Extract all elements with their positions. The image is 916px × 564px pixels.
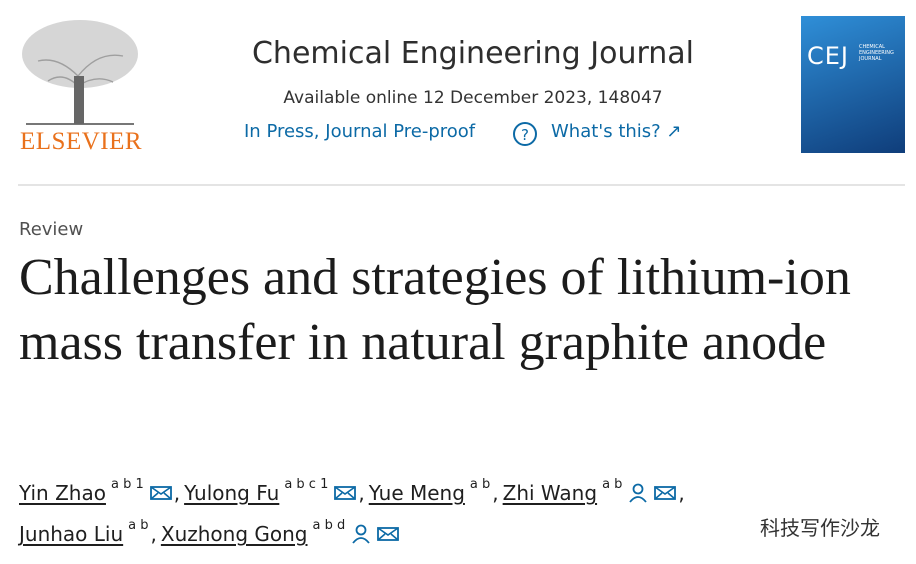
- help-icon[interactable]: ?: [512, 121, 538, 147]
- elsevier-logo: [22, 20, 138, 125]
- author-name[interactable]: Yue Meng: [368, 481, 465, 505]
- cover-name: CHEMICAL ENGINEERING JOURNAL: [859, 44, 894, 62]
- author-name[interactable]: Yulong Fu: [184, 481, 280, 505]
- author-name[interactable]: Xuzhong Gong: [160, 522, 308, 546]
- help-link[interactable]: What's this? ↗: [551, 121, 682, 142]
- author-affiliation[interactable]: a b: [602, 476, 623, 492]
- separator: ,: [492, 481, 499, 505]
- divider: [18, 184, 905, 186]
- availability: Available online 12 December 2023, 14804…: [283, 88, 663, 108]
- author-row: Yin Zhao a b 1, Yulong Fu a b c 1, Yue Meng a…: [19, 477, 689, 506]
- separator: ,: [678, 481, 685, 505]
- article-title: Challenges and strategies of lithium-ion…: [19, 249, 851, 371]
- author-name[interactable]: Yin Zhao: [19, 481, 106, 505]
- cover[interactable]: CEJ CHEMICAL ENGINEERING JOURNAL: [801, 16, 905, 153]
- author-affiliation[interactable]: a b: [469, 476, 491, 492]
- email-icon[interactable]: [334, 485, 357, 501]
- author-affiliation[interactable]: a b: [128, 517, 149, 533]
- cover-abbrev: CEJ: [807, 42, 849, 70]
- author-affiliation[interactable]: a b 1: [110, 476, 144, 492]
- author-affiliation[interactable]: a b c 1: [284, 476, 329, 492]
- publisher: ELSEVIER: [20, 128, 143, 155]
- email-icon[interactable]: [149, 485, 172, 501]
- author-name[interactable]: Zhi Wang: [502, 481, 598, 505]
- person-icon[interactable]: [628, 483, 648, 503]
- journal-title[interactable]: Chemical Engineering Journal: [251, 36, 695, 71]
- separator: ,: [358, 481, 365, 505]
- watermark: 科技写作沙龙: [760, 516, 880, 540]
- author-row: Junhao Liu a b, Xuzhong Gong a b d: [19, 518, 400, 546]
- help-text[interactable]: What's this?: [551, 121, 661, 142]
- author-affiliation[interactable]: a b d: [312, 517, 346, 533]
- separator: ,: [150, 522, 157, 546]
- status[interactable]: In Press, Journal Pre-proof: [244, 121, 476, 142]
- article-type: Review: [19, 219, 84, 240]
- email-icon[interactable]: [377, 526, 400, 542]
- separator: ,: [173, 481, 181, 505]
- author-name[interactable]: Junhao Liu: [19, 522, 124, 546]
- svg-text:?: ?: [521, 126, 529, 144]
- email-icon[interactable]: [654, 485, 677, 501]
- person-icon[interactable]: [351, 524, 371, 544]
